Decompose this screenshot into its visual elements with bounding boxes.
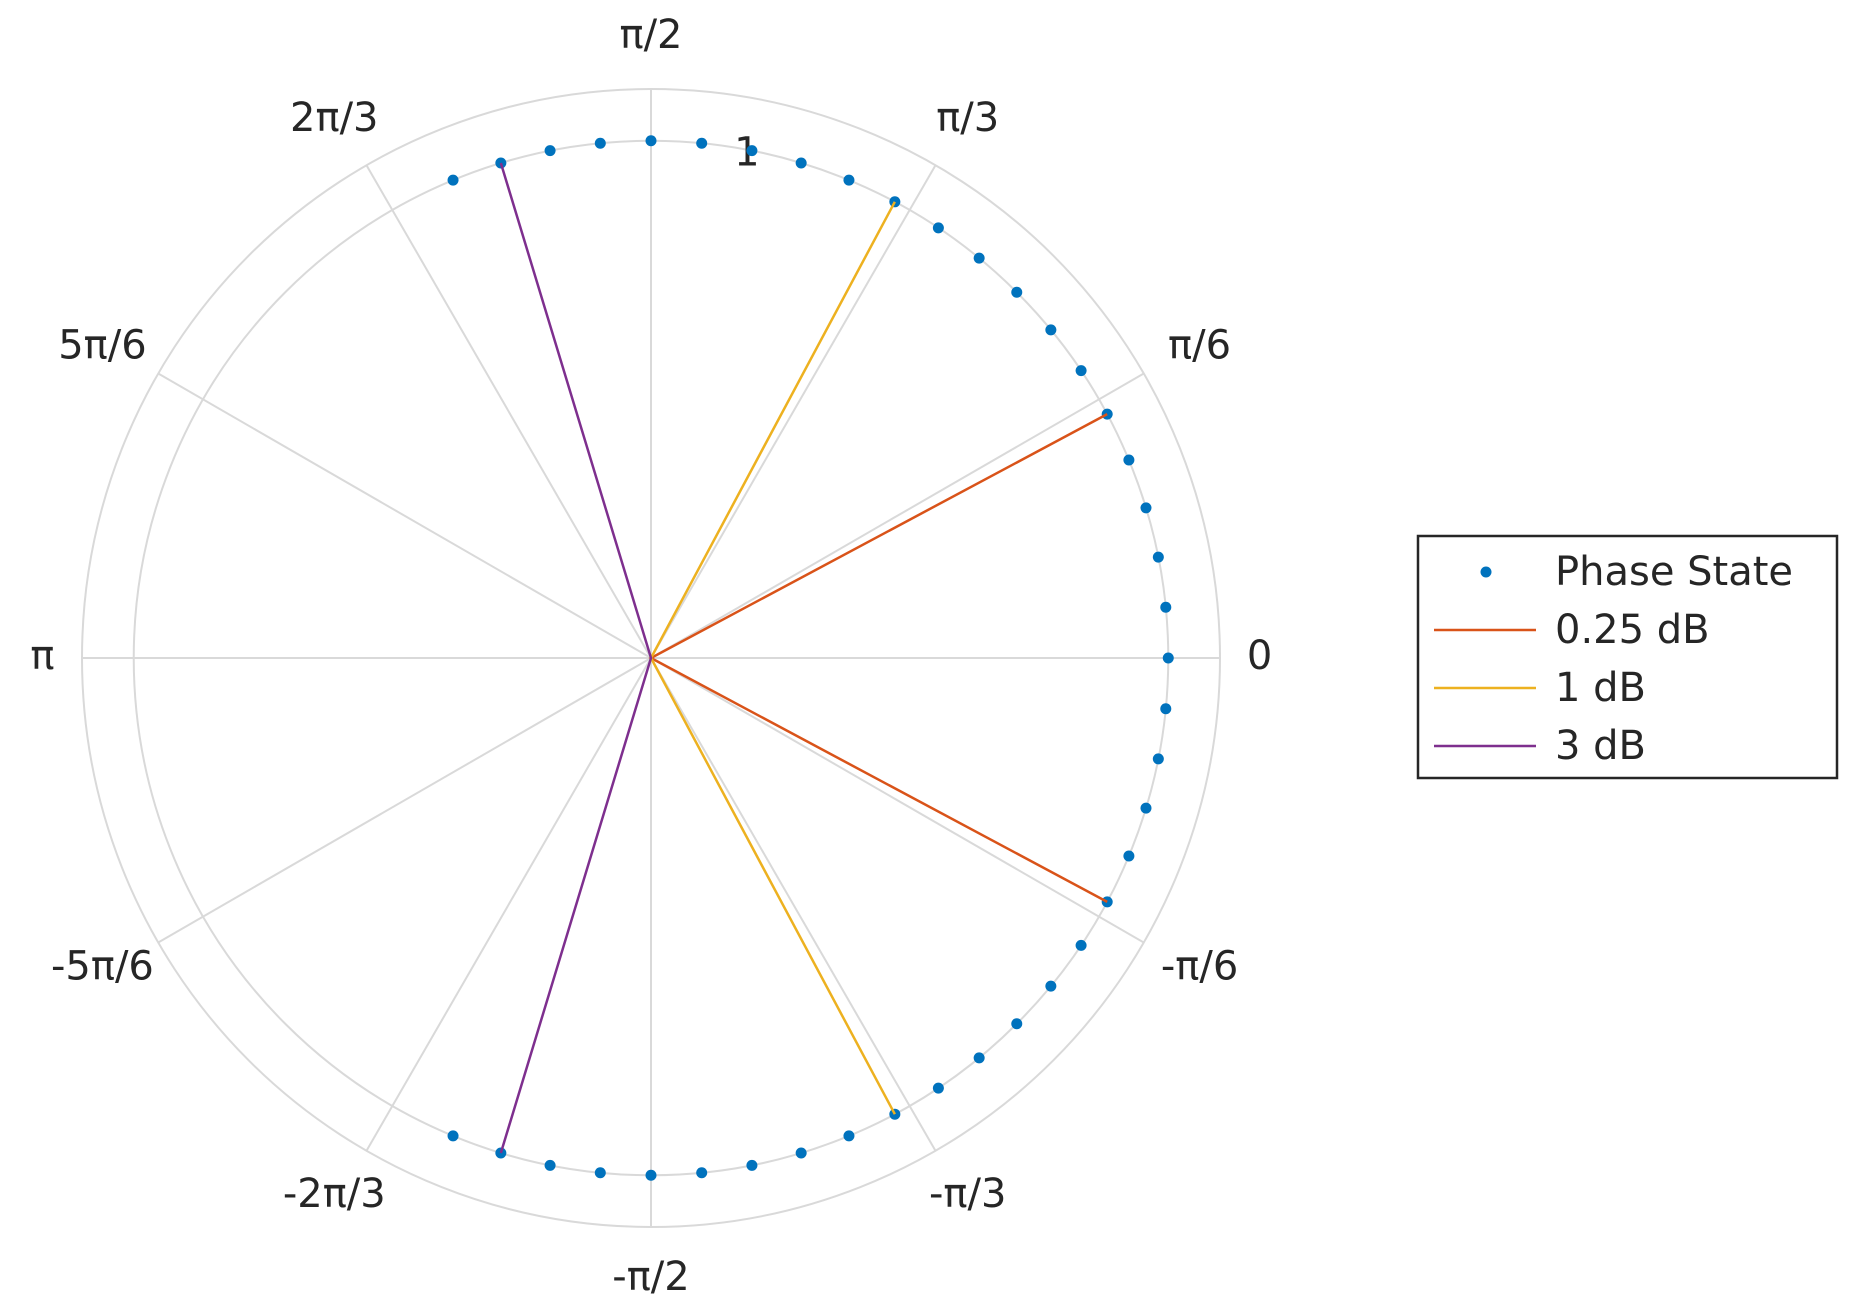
phase-point [1075,939,1087,951]
phase-point [746,145,758,157]
phase-point [1123,454,1135,466]
theta-grid-line [365,164,652,659]
phase-point [594,137,606,149]
phase-point [1140,802,1152,814]
series-line [499,162,653,1154]
theta-tick-label: 0 [1247,633,1272,679]
theta-grid-line [650,657,937,1152]
phase-point [544,145,556,157]
phase-point [1075,365,1087,377]
phase-point [843,1130,855,1142]
phase-point [973,252,985,264]
theta-tick-label: π [30,633,54,679]
legend-label: 3 dB [1555,723,1646,769]
legend-label: Phase State [1555,549,1793,595]
theta-tick-label: -5π/6 [51,944,154,990]
phase-point [544,1159,556,1171]
phase-point [795,1147,807,1159]
phase-point [1160,601,1172,613]
phase-point [1140,502,1152,514]
phase-point [594,1167,606,1179]
phase-point [932,1082,944,1094]
phase-point [1152,551,1164,563]
phase-point [843,174,855,186]
legend-label: 0.25 dB [1555,607,1710,653]
theta-grid-line [365,657,652,1152]
phase-point [645,135,657,147]
phase-point [1160,703,1172,715]
phase-point [1045,980,1057,992]
phase-point [696,1167,708,1179]
theta-tick-label: π/6 [1168,323,1231,369]
phase-point [1045,324,1057,336]
phase-point [447,174,459,186]
theta-grid-line [157,372,652,659]
theta-tick-label: 2π/3 [290,95,378,141]
theta-grid-line [650,657,1145,944]
theta-tick-label: -π/3 [929,1171,1006,1217]
phase-point [795,157,807,169]
legend: Phase State 0.25 dB 1 dB 3 dB [1416,534,1839,780]
phase-point [696,137,708,149]
theta-tick-label: π/3 [936,95,999,141]
theta-tick-label: 5π/6 [58,323,146,369]
legend-label: 1 dB [1555,665,1646,711]
phase-point [645,1169,657,1181]
phase-point [746,1159,758,1171]
theta-grid-line [157,657,652,944]
theta-tick-label: -2π/3 [283,1171,386,1217]
phase-point [447,1130,459,1142]
legend-marker [1480,566,1492,578]
phase-point [1011,1018,1023,1030]
theta-tick-label: -π/6 [1161,944,1238,990]
phase-point [1011,286,1023,298]
theta-tick-label: π/2 [619,12,682,58]
theta-tick-label: -π/2 [612,1254,689,1300]
phase-point [1152,753,1164,765]
phase-point [973,1052,985,1064]
phase-point [932,222,944,234]
theta-grid-line [650,164,937,659]
theta-grid-line [650,372,1145,659]
phase-point [1162,652,1174,664]
phase-point [1123,850,1135,862]
